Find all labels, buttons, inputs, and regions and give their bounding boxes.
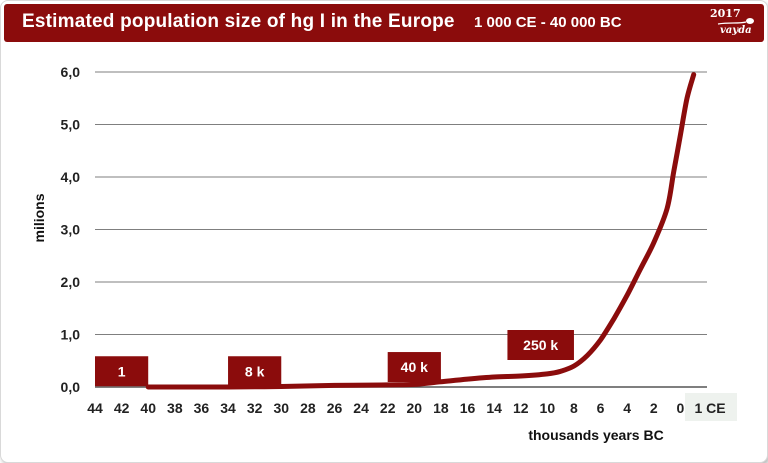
x-tick-label: 30 bbox=[273, 400, 289, 416]
logo-name: vayda bbox=[720, 25, 752, 36]
y-tick-label: 0,0 bbox=[61, 379, 81, 395]
x-tick-label: 44 bbox=[87, 400, 103, 416]
chart-date-range: 1 000 CE - 40 000 BC bbox=[474, 14, 622, 31]
x-tick-label: 32 bbox=[247, 400, 263, 416]
annotation-label-1: 8 k bbox=[228, 356, 282, 387]
annotation-box bbox=[387, 352, 441, 383]
logo-year: 2017 bbox=[710, 7, 741, 20]
annotation-box bbox=[95, 356, 149, 387]
x-tick-label: 26 bbox=[327, 400, 343, 416]
y-tick-label: 5,0 bbox=[61, 117, 81, 133]
annotation-label-2: 40 k bbox=[387, 352, 441, 383]
x-tick-label: 8 bbox=[570, 400, 578, 416]
x-tick-label: 24 bbox=[353, 400, 369, 416]
x-tick-label: 1 CE bbox=[694, 400, 725, 416]
x-tick-highlight bbox=[685, 393, 737, 421]
x-tick-label: 14 bbox=[486, 400, 502, 416]
x-tick-label: 12 bbox=[513, 400, 529, 416]
x-tick-label: 42 bbox=[114, 400, 130, 416]
y-tick-label: 1,0 bbox=[61, 327, 81, 343]
author-logo: 2017 vayda bbox=[704, 6, 760, 40]
annotation-text: 8 k bbox=[245, 363, 265, 379]
x-tick-label: 16 bbox=[460, 400, 476, 416]
x-tick-label: 36 bbox=[194, 400, 210, 416]
x-tick-label: 28 bbox=[300, 400, 316, 416]
x-tick-label: 0 bbox=[676, 400, 684, 416]
logo-sperm-icon bbox=[717, 18, 754, 25]
y-axis-title: milions bbox=[31, 193, 47, 242]
title-bar: Estimated population size of hg I in the… bbox=[4, 4, 764, 42]
annotation-text: 1 bbox=[118, 363, 126, 379]
x-tick-label: 20 bbox=[407, 400, 423, 416]
annotation-label-3: 250 k bbox=[507, 330, 574, 360]
annotation-box bbox=[228, 356, 282, 387]
x-tick-label: 22 bbox=[380, 400, 396, 416]
series-lines bbox=[145, 72, 697, 390]
x-tick-label: 18 bbox=[433, 400, 449, 416]
x-tick-label: 2 bbox=[650, 400, 658, 416]
annotation-text: 40 k bbox=[401, 359, 428, 375]
x-tick-label: 6 bbox=[597, 400, 605, 416]
annotation-text: 250 k bbox=[523, 337, 558, 353]
x-tick-label: 34 bbox=[220, 400, 236, 416]
annotation-box bbox=[507, 330, 574, 360]
x-axis-title: thousands years BC bbox=[528, 427, 663, 443]
y-tick-label: 4,0 bbox=[61, 169, 81, 185]
x-tick-label: 10 bbox=[540, 400, 556, 416]
y-axis-ticks: 0,0 1,0 2,0 3,0 4,0 5,0 6,0 bbox=[61, 64, 81, 395]
x-tick-label: 4 bbox=[623, 400, 631, 416]
x-tick-label: 40 bbox=[140, 400, 156, 416]
y-tick-label: 2,0 bbox=[61, 274, 81, 290]
x-tick-label: 38 bbox=[167, 400, 183, 416]
chart-title: Estimated population size of hg I in the… bbox=[22, 11, 455, 32]
grid-lines bbox=[95, 71, 707, 388]
y-tick-label: 6,0 bbox=[61, 64, 81, 80]
series-line-0 bbox=[145, 72, 697, 390]
annotations: 1 8 k 40 k 250 k bbox=[95, 330, 574, 387]
x-axis-ticks: 44 42 40 38 36 34 32 30 28 26 24 22 20 18 16 14 12 10 8 6 4 2… bbox=[87, 393, 737, 421]
y-tick-label: 3,0 bbox=[61, 222, 81, 238]
annotation-label-0: 1 bbox=[95, 356, 149, 387]
